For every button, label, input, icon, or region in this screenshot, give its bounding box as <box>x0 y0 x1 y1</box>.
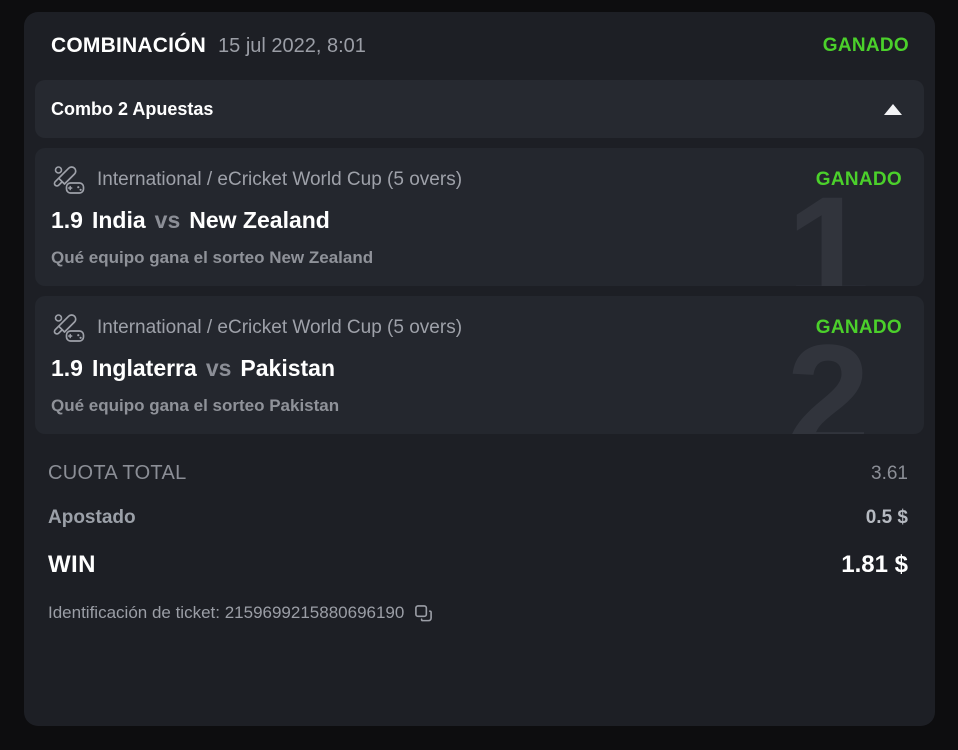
total-odds-value: 3.61 <box>871 463 908 484</box>
ticket-card: COMBINACIÓN 15 jul 2022, 8:01 GANADO Com… <box>24 12 935 726</box>
ticket-id-text: Identificación de ticket: 21596992158806… <box>48 603 405 622</box>
win-row: WIN 1.81 $ <box>48 551 908 579</box>
bet-away-team: New Zealand <box>189 207 330 233</box>
bet-content: International / eCricket World Cup (5 ov… <box>51 165 902 268</box>
bet-header-row: International / eCricket World Cup (5 ov… <box>51 165 902 195</box>
ticket-id-row: Identificación de ticket: 21596992158806… <box>24 603 935 623</box>
bet-item[interactable]: 1 International / eCricket World Cup <box>35 148 924 286</box>
bet-match-row: 1.9 India vs New Zealand <box>51 207 902 234</box>
ticket-timestamp: 15 jul 2022, 8:01 <box>218 35 366 57</box>
staked-value: 0.5 $ <box>865 507 908 528</box>
bet-status-badge: GANADO <box>815 169 902 190</box>
bet-list: 1 International / eCricket World Cup <box>24 138 935 434</box>
caret-up-icon[interactable] <box>884 103 902 115</box>
bet-odds: 1.9 <box>51 207 83 233</box>
bet-status-badge: GANADO <box>815 317 902 338</box>
bet-market-selection: Qué equipo gana el sorteo New Zealand <box>51 248 374 267</box>
bet-home-team: Inglaterra <box>91 355 197 381</box>
combo-label: Combo 2 Apuestas <box>51 98 214 119</box>
bet-market-selection: Qué equipo gana el sorteo Pakistan <box>51 396 340 415</box>
bet-odds: 1.9 <box>51 355 83 381</box>
ticket-summary: CUOTA TOTAL 3.61 Apostado 0.5 $ WIN 1.81… <box>24 444 935 579</box>
ecricket-icon <box>53 166 85 194</box>
copy-icon[interactable] <box>414 604 433 623</box>
bet-home-team: India <box>91 207 146 233</box>
win-label: WIN <box>48 551 96 578</box>
ticket-header-left: COMBINACIÓN 15 jul 2022, 8:01 <box>51 34 823 58</box>
staked-row: Apostado 0.5 $ <box>48 507 908 529</box>
ticket-header: COMBINACIÓN 15 jul 2022, 8:01 GANADO <box>24 12 935 80</box>
total-odds-row: CUOTA TOTAL 3.61 <box>48 462 908 485</box>
ecricket-icon <box>53 314 85 342</box>
bet-header-row: International / eCricket World Cup (5 ov… <box>51 313 902 343</box>
bet-content: International / eCricket World Cup (5 ov… <box>51 313 902 416</box>
ticket-status-badge: GANADO <box>822 35 909 56</box>
bet-away-team: Pakistan <box>240 355 336 381</box>
bet-match-row: 1.9 Inglaterra vs Pakistan <box>51 355 902 382</box>
win-value: 1.81 $ <box>841 551 908 578</box>
bet-league-name: International / eCricket World Cup (5 ov… <box>97 317 463 338</box>
combo-toggle-bar[interactable]: Combo 2 Apuestas <box>35 80 924 138</box>
total-odds-label: CUOTA TOTAL <box>48 462 187 484</box>
staked-label: Apostado <box>48 507 136 528</box>
bet-vs-separator: vs <box>154 207 181 233</box>
bet-vs-separator: vs <box>205 355 232 381</box>
bet-item[interactable]: 2 International / eCricket World Cup <box>35 296 924 434</box>
ticket-type-title: COMBINACIÓN <box>51 34 207 57</box>
bet-league-name: International / eCricket World Cup (5 ov… <box>97 169 463 190</box>
